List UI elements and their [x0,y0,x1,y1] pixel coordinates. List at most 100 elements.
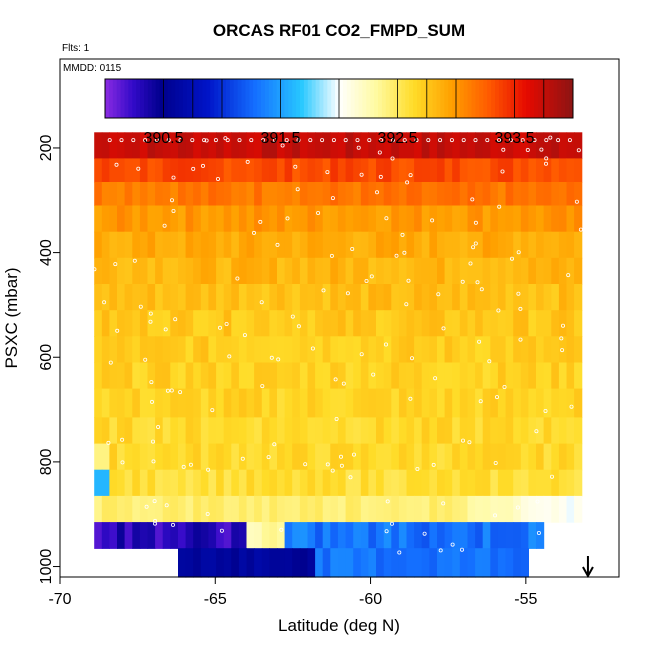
heatmap-cell [277,417,286,445]
heatmap-cell [574,132,583,160]
heatmap-cell [482,284,491,311]
heatmap-cell [231,182,240,207]
heatmap-cell [482,417,491,445]
heatmap-cell [299,182,309,207]
heatmap-cell [315,284,324,311]
heatmap-cell [520,205,529,233]
heatmap-cell [299,158,309,183]
track-point [204,138,209,143]
track-point [359,172,364,177]
track-point [384,529,389,534]
heatmap-cell [178,132,187,160]
heatmap-cell [200,522,209,549]
heatmap-cell [178,495,187,523]
heatmap-cell [459,469,468,497]
heatmap-cell [467,495,476,523]
heatmap-cell [101,257,110,285]
heatmap-cell [109,310,118,337]
heatmap-cell [398,548,408,578]
heatmap-cell [261,158,270,183]
heatmap-cell [513,310,522,337]
heatmap-cell [315,132,324,160]
heatmap-cell [376,443,385,471]
heatmap-cell [551,417,560,445]
heatmap-cell [513,205,522,233]
heatmap-cell [429,417,438,445]
heatmap-cell [353,284,362,311]
heatmap-cell [155,417,164,445]
track-point [240,456,245,461]
heatmap-cell [497,284,507,311]
heatmap-cell [330,284,339,311]
heatmap-cell [337,362,347,390]
track-point [321,288,326,293]
heatmap-cell [185,257,194,285]
heatmap-cell [277,284,286,311]
heatmap-cell [315,443,324,471]
heatmap-cell [299,257,309,285]
colorbar-swatch [530,79,535,118]
heatmap-cell [185,205,194,233]
heatmap-cell [482,522,491,549]
track-point [402,250,407,255]
heatmap-cell [284,443,293,471]
track-point [356,145,361,150]
heatmap-cell [330,257,339,285]
heatmap-cell [284,362,293,390]
heatmap-cell [391,336,400,364]
heatmap-cell [101,205,110,233]
heatmap-cell [490,522,499,549]
track-point [400,232,405,237]
colorbar-swatch [296,79,301,118]
heatmap-cell [170,388,179,418]
heatmap-cell [406,336,415,364]
heatmap-cell [299,231,309,259]
track-point [566,273,571,278]
heatmap-cell [292,336,301,364]
heatmap-cell [551,362,560,390]
track-point [378,174,383,179]
heatmap-cell [467,231,476,259]
heatmap-cell [216,132,225,160]
heatmap-cell [185,284,194,311]
heatmap-cell [376,257,385,285]
heatmap-cell [162,231,171,259]
heatmap-cell [238,388,248,418]
track-point [369,274,374,279]
heatmap-cell [368,310,377,337]
heatmap-cell [147,182,156,207]
heatmap-cell [147,417,156,445]
heatmap-cell [360,257,369,285]
colorbar-swatch [428,79,434,118]
heatmap-cell [505,257,514,285]
track-point [143,138,148,143]
heatmap-cell [528,469,537,497]
track-point [578,227,583,232]
heatmap-cell [284,158,293,183]
heatmap-cell [208,158,217,183]
heatmap-cell [574,469,583,497]
track-point [576,148,581,153]
heatmap-cell [101,362,110,390]
track-point [325,462,330,467]
heatmap-cell [452,522,461,549]
track-point [544,138,549,143]
heatmap-cell [170,132,179,160]
heatmap-cell [528,310,537,337]
heatmap-cell [322,182,331,207]
heatmap-cell [231,522,240,549]
heatmap-cell [269,284,278,311]
heatmap-cell [155,522,164,549]
track-point [367,138,372,143]
heatmap-cell [170,495,179,523]
heatmap-cell [543,495,552,523]
track-point [343,138,348,143]
heatmap-cell [574,362,583,390]
heatmap-cell [238,362,248,390]
track-point [333,377,338,382]
track-point [355,138,360,143]
heatmap-cell [117,158,126,183]
track-point [377,150,382,155]
heatmap-cell [193,158,202,183]
heatmap-cell [337,284,347,311]
